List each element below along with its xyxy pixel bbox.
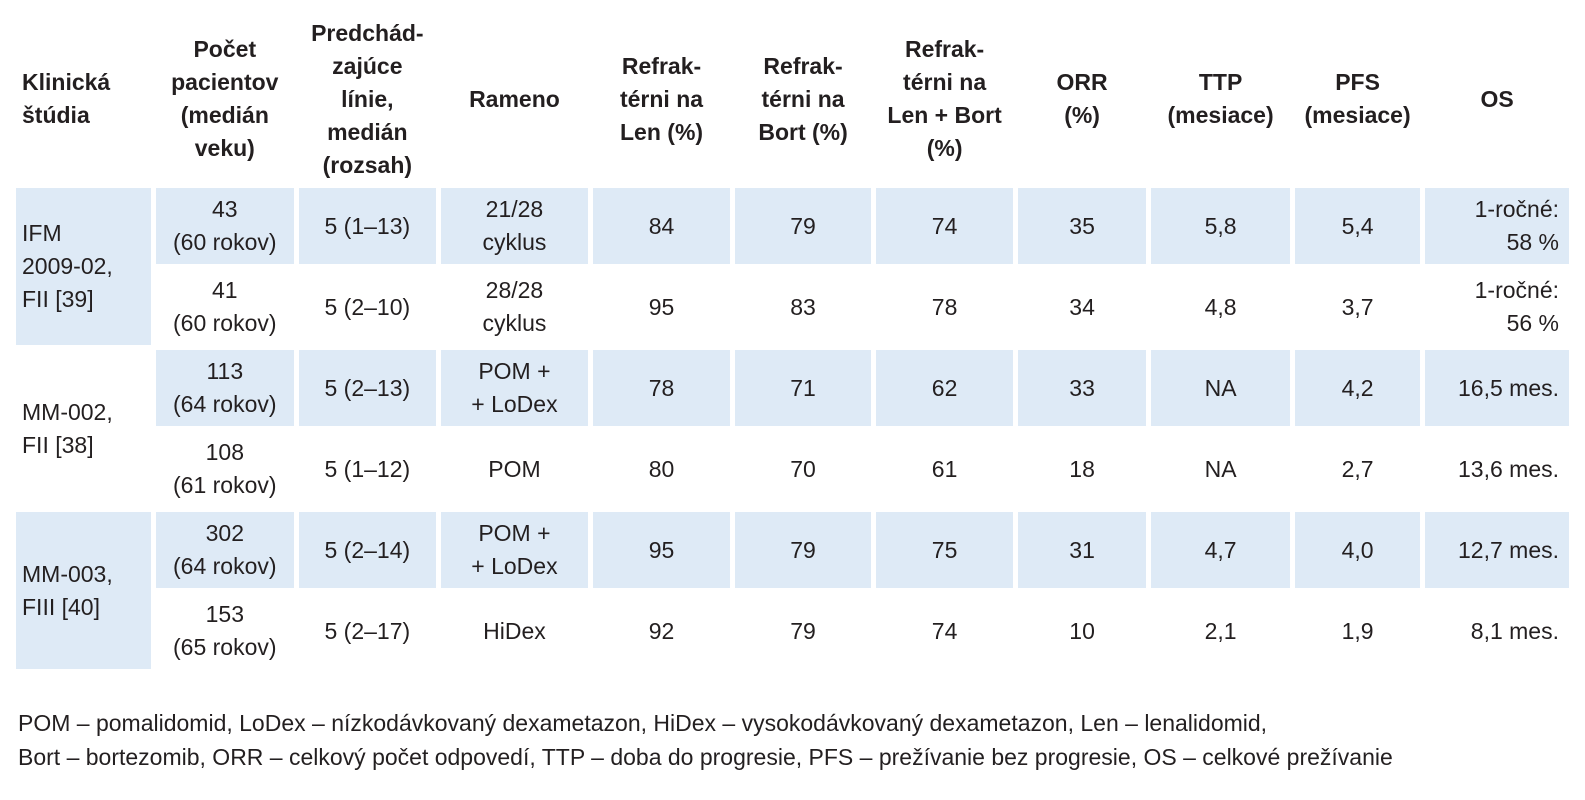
cell-os: 12,7 mes.: [1425, 512, 1569, 588]
cell-ref-len-bort: 61: [876, 431, 1013, 507]
cell-os: 1-ročné: 58 %: [1425, 188, 1569, 264]
cell-arm: POM + + LoDex: [440, 350, 589, 426]
cell-ref-bort: 79: [734, 512, 872, 588]
cell-pfs: 1,9: [1294, 593, 1421, 669]
cell-ref-bort: 71: [734, 350, 872, 426]
cell-ttp: 4,7: [1151, 512, 1290, 588]
results-table-container: Klinická štúdia Počet pacientov (medián veku…: [16, 10, 1569, 674]
cell-prior-lines: 5 (1–13): [299, 188, 436, 264]
header-os: OS: [1425, 15, 1569, 183]
header-row: Klinická štúdia Počet pacientov (medián veku…: [16, 15, 1569, 183]
cell-arm: HiDex: [440, 593, 589, 669]
table-row: IFM 2009-02, FII [39] 43 (60 rokov) 5 (1–13…: [16, 188, 1569, 345]
cell-patients: 302 (64 rokov): [155, 512, 295, 588]
table-row: MM-003, FIII [40] 302 (64 rokov) 5 (2–14) …: [16, 512, 1569, 669]
cell-os: 8,1 mes.: [1425, 593, 1569, 669]
cell-patients: 153 (65 rokov): [155, 593, 295, 669]
cell-ref-len-bort: 74: [876, 188, 1013, 264]
cell-ttp: NA: [1151, 431, 1290, 507]
header-orr: ORR (%): [1017, 15, 1147, 183]
header-ref-len: Refrak-térni na Len (%): [593, 15, 730, 183]
header-arm: Rameno: [440, 15, 589, 183]
cell-pfs: 4,2: [1294, 350, 1421, 426]
cell-orr: 10: [1017, 593, 1147, 669]
cell-ref-len: 84: [593, 188, 730, 264]
cell-ttp: 5,8: [1151, 188, 1290, 264]
cell-orr: 18: [1017, 431, 1147, 507]
cell-arm: POM: [440, 431, 589, 507]
clinical-trials-table: Klinická štúdia Počet pacientov (medián veku…: [11, 10, 1574, 674]
cell-ref-bort: 83: [734, 269, 872, 345]
header-ref-len-bort: Refrak-térni na Len + Bort (%): [876, 15, 1013, 183]
cell-orr: 31: [1017, 512, 1147, 588]
cell-patients: 108 (61 rokov): [155, 431, 295, 507]
cell-ref-bort: 70: [734, 431, 872, 507]
cell-prior-lines: 5 (1–12): [299, 431, 436, 507]
cell-ref-len-bort: 75: [876, 512, 1013, 588]
cell-os: 1-ročné: 56 %: [1425, 269, 1569, 345]
cell-pfs: 3,7: [1294, 269, 1421, 345]
cell-orr: 34: [1017, 269, 1147, 345]
cell-ref-len-bort: 74: [876, 593, 1013, 669]
cell-ttp: 4,8: [1151, 269, 1290, 345]
header-patients: Počet pacientov (medián veku): [155, 15, 295, 183]
cell-ref-len-bort: 78: [876, 269, 1013, 345]
cell-arm: 28/28 cyklus: [440, 269, 589, 345]
cell-ref-len: 92: [593, 593, 730, 669]
cell-orr: 33: [1017, 350, 1147, 426]
cell-ref-len: 95: [593, 512, 730, 588]
cell-ref-bort: 79: [734, 593, 872, 669]
study-cell: IFM 2009-02, FII [39]: [16, 188, 151, 345]
study-cell: MM-002, FII [38]: [16, 350, 151, 507]
cell-ref-len-bort: 62: [876, 350, 1013, 426]
cell-prior-lines: 5 (2–17): [299, 593, 436, 669]
cell-ref-len: 78: [593, 350, 730, 426]
header-pfs: PFS (mesiace): [1294, 15, 1421, 183]
cell-ref-len: 95: [593, 269, 730, 345]
cell-prior-lines: 5 (2–10): [299, 269, 436, 345]
table-row: 153 (65 rokov) 5 (2–17) HiDex 92 79 74 10…: [16, 593, 1569, 669]
cell-prior-lines: 5 (2–14): [299, 512, 436, 588]
cell-patients: 41 (60 rokov): [155, 269, 295, 345]
cell-ref-len: 80: [593, 431, 730, 507]
cell-pfs: 4,0: [1294, 512, 1421, 588]
cell-patients: 43 (60 rokov): [155, 188, 295, 264]
cell-arm: 21/28 cyklus: [440, 188, 589, 264]
footnote-line: POM – pomalidomid, LoDex – nízkodávkovan…: [18, 710, 1268, 736]
cell-patients: 113 (64 rokov): [155, 350, 295, 426]
cell-ttp: NA: [1151, 350, 1290, 426]
cell-ref-bort: 79: [734, 188, 872, 264]
cell-ttp: 2,1: [1151, 593, 1290, 669]
abbreviations-footnote: POM – pomalidomid, LoDex – nízkodávkovan…: [18, 706, 1568, 774]
header-study: Klinická štúdia: [16, 15, 151, 183]
cell-os: 13,6 mes.: [1425, 431, 1569, 507]
cell-os: 16,5 mes.: [1425, 350, 1569, 426]
footnote-line: Bort – bortezomib, ORR – celkový počet o…: [18, 744, 1393, 770]
cell-orr: 35: [1017, 188, 1147, 264]
header-prior-lines: Predchád-zajúce línie, medián (rozsah): [299, 15, 436, 183]
cell-pfs: 5,4: [1294, 188, 1421, 264]
header-ref-bort: Refrak-térni na Bort (%): [734, 15, 872, 183]
cell-pfs: 2,7: [1294, 431, 1421, 507]
table-row: 108 (61 rokov) 5 (1–12) POM 80 70 61 18 N…: [16, 431, 1569, 507]
study-cell: MM-003, FIII [40]: [16, 512, 151, 669]
header-ttp: TTP (mesiace): [1151, 15, 1290, 183]
table-row: 41 (60 rokov) 5 (2–10) 28/28 cyklus 95 83 …: [16, 269, 1569, 345]
table-row: MM-002, FII [38] 113 (64 rokov) 5 (2–13) P…: [16, 350, 1569, 507]
cell-prior-lines: 5 (2–13): [299, 350, 436, 426]
cell-arm: POM + + LoDex: [440, 512, 589, 588]
